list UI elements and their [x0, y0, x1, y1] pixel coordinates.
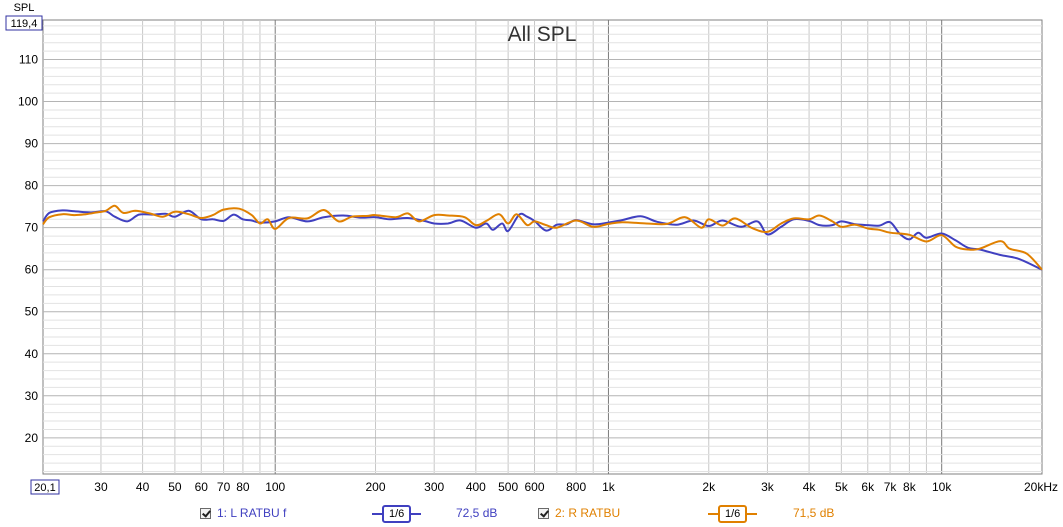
series-1-smoothing-label: 1/6: [382, 505, 412, 523]
x-tick-label: 60: [195, 480, 209, 494]
y-tick-label: 70: [25, 221, 39, 235]
legend-item-series-1[interactable]: 1: L RATBU f: [200, 506, 286, 520]
grid: [43, 20, 1042, 474]
y-max-box[interactable]: [5, 15, 43, 31]
x-tick-label: 600: [524, 480, 544, 494]
x-tick-label: 6k: [861, 480, 875, 494]
series-2-checkbox[interactable]: [538, 507, 549, 519]
x-tick-label: 10k: [932, 480, 952, 494]
y-tick-label: 20: [25, 431, 39, 445]
series-1-line-sample: [372, 513, 382, 515]
series-lines: [42, 204, 1043, 271]
legend: 1: L RATBU f 1/6 72,5 dB 2: R RATBU 1/6 …: [0, 500, 1063, 527]
x-tick-label: 3k: [761, 480, 775, 494]
x-tick-label: 200: [366, 480, 386, 494]
x-tick-label: 7k: [884, 480, 898, 494]
y-axis-label: SPL: [14, 2, 35, 14]
x-tick-label: 800: [566, 480, 586, 494]
x-tick-label: 40: [136, 480, 150, 494]
series-2-level: 71,5 dB: [793, 506, 835, 520]
series-1-checkbox[interactable]: [200, 507, 211, 519]
series-1-line-sample-right: [411, 513, 422, 515]
x-tick-label: 70: [217, 480, 231, 494]
series-2-smoothing[interactable]: 1/6: [708, 505, 758, 523]
x-tick-label: 80: [236, 480, 250, 494]
x-tick-label: 20kHz: [1024, 480, 1058, 494]
series-2-line-sample-right: [747, 513, 758, 515]
y-tick-label: 50: [25, 305, 39, 319]
x-min-box[interactable]: [30, 479, 60, 495]
y-tick-label: 100: [18, 95, 38, 109]
x-min-value: 20,1: [34, 482, 55, 494]
x-tick-label: 400: [466, 480, 486, 494]
y-tick-label: 110: [19, 53, 38, 67]
series-1-smoothing[interactable]: 1/6: [372, 505, 422, 523]
x-tick-label: 8k: [903, 480, 917, 494]
y-axis-ticks: 20 30 40 50 60 70 80 90 100 110: [18, 53, 38, 445]
series-2-line: [42, 204, 1043, 271]
x-tick-label: 5k: [835, 480, 849, 494]
y-tick-label: 60: [25, 263, 39, 277]
plot-area: [42, 19, 1043, 475]
y-max-value: 119,4: [11, 18, 38, 30]
y-tick-label: 30: [25, 389, 39, 403]
x-tick-label: 50: [168, 480, 182, 494]
series-2-line-sample: [708, 513, 718, 515]
x-tick-label: 1k: [602, 480, 616, 494]
series-2-smoothing-label: 1/6: [718, 505, 748, 523]
chart-title: All SPL: [508, 23, 577, 46]
x-tick-label: 500: [498, 480, 518, 494]
x-tick-label: 300: [424, 480, 444, 494]
series-1-level: 72,5 dB: [456, 506, 498, 520]
x-tick-label: 100: [265, 480, 285, 494]
y-tick-label: 40: [25, 347, 39, 361]
y-tick-label: 80: [25, 179, 39, 193]
x-tick-label: 30: [94, 480, 108, 494]
series-1-name: 1: L RATBU f: [217, 506, 287, 520]
x-axis-ticks: 30 40 50 60 70 80 100 200 300 400 500 600 800 1k 2k 3k 4…: [94, 480, 1058, 494]
x-tick-label: 2k: [702, 480, 716, 494]
y-tick-label: 90: [25, 137, 39, 151]
series-2-name: 2: R RATBU: [555, 506, 621, 520]
x-tick-label: 4k: [803, 480, 817, 494]
legend-item-series-2[interactable]: 2: R RATBU: [538, 506, 620, 520]
